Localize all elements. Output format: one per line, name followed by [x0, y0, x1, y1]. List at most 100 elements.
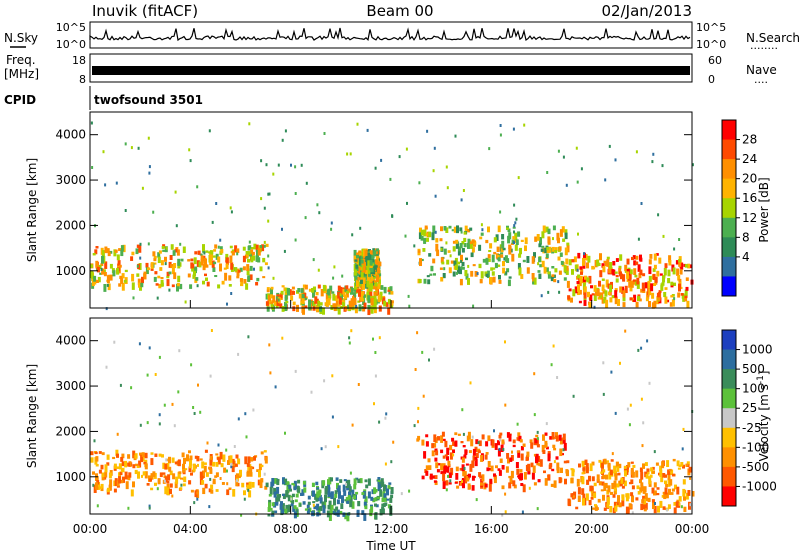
heat-cell	[109, 479, 113, 487]
heat-cell	[553, 278, 557, 283]
heat-cell	[280, 501, 283, 505]
heat-cell	[565, 265, 569, 271]
heat-cell	[372, 337, 374, 341]
heat-cell	[488, 250, 492, 253]
heat-cell	[457, 261, 461, 265]
heat-cell	[374, 259, 378, 265]
heat-cell	[513, 241, 515, 245]
heat-cell	[456, 225, 459, 234]
heat-cell	[538, 463, 541, 467]
heat-cell	[315, 292, 319, 296]
heat-cell	[514, 221, 517, 225]
heat-cell	[509, 457, 513, 462]
heat-cell	[609, 267, 613, 275]
heat-cell	[423, 278, 427, 284]
heat-cell	[355, 304, 358, 308]
heat-cell	[432, 169, 435, 173]
heat-cell	[196, 260, 200, 267]
heat-cell	[471, 485, 475, 491]
heat-cell	[496, 254, 500, 258]
heat-cell	[662, 234, 665, 238]
heat-cell	[459, 243, 463, 249]
heat-cell	[212, 461, 216, 467]
heat-cell	[636, 277, 640, 285]
heat-cell	[287, 288, 290, 296]
heat-cell	[520, 446, 524, 451]
heat-cell	[310, 390, 313, 394]
heat-cell	[253, 243, 257, 250]
heat-cell	[479, 278, 483, 284]
heat-cell	[597, 498, 601, 503]
heat-cell	[173, 272, 177, 280]
heat-cell	[464, 475, 468, 484]
heat-cell	[544, 440, 548, 448]
heat-cell	[280, 290, 284, 295]
heat-cell	[621, 485, 625, 489]
heat-cell	[374, 269, 378, 276]
heat-cell	[663, 268, 667, 276]
heat-cell	[206, 441, 209, 445]
heat-cell	[162, 249, 166, 252]
heat-cell	[210, 484, 214, 490]
freq-tick-top: 18	[72, 54, 86, 67]
heat-cell	[392, 440, 395, 444]
heat-cell	[272, 276, 275, 280]
heat-cell	[372, 259, 376, 267]
heat-cell	[216, 457, 220, 460]
heat-cell	[534, 438, 538, 444]
heat-cell	[229, 255, 233, 264]
heat-cell	[431, 232, 435, 241]
heat-cell	[624, 264, 628, 272]
heat-cell	[633, 294, 637, 303]
heat-cell	[351, 299, 355, 307]
heat-cell	[428, 465, 432, 470]
heat-cell	[645, 473, 649, 479]
heat-cell	[372, 498, 376, 503]
heat-cell	[538, 273, 542, 279]
heat-cell	[515, 239, 519, 246]
heat-cell	[529, 439, 533, 444]
heat-cell	[367, 253, 370, 259]
heat-cell	[607, 283, 611, 289]
heat-cell	[603, 458, 607, 465]
heat-cell	[468, 473, 471, 478]
heat-cell	[270, 302, 274, 308]
heat-cell	[469, 227, 473, 231]
heat-cell	[197, 463, 199, 467]
heat-cell	[648, 477, 652, 485]
heat-cell	[135, 248, 139, 255]
heat-cell	[612, 261, 616, 266]
heat-cell	[554, 268, 558, 273]
heat-cell	[480, 482, 483, 486]
heat-cell	[407, 294, 410, 298]
heat-cell	[467, 264, 470, 268]
heat-cell	[137, 471, 140, 479]
colorbar-swatch	[722, 237, 736, 258]
heat-cell	[168, 466, 172, 472]
heat-cell	[581, 460, 585, 467]
heat-cell	[387, 307, 391, 315]
heat-cell	[112, 270, 116, 277]
heat-cell	[300, 163, 303, 167]
heat-cell	[421, 350, 424, 354]
heat-cell	[390, 300, 394, 304]
heat-cell	[504, 510, 507, 514]
heat-cell	[517, 231, 521, 237]
heat-cell	[261, 244, 265, 252]
heat-cell	[291, 500, 295, 504]
heat-cell	[335, 477, 339, 481]
heat-cell	[502, 448, 505, 451]
heat-cell	[202, 249, 206, 253]
heat-cell	[666, 508, 669, 512]
heat-cell	[211, 220, 214, 224]
heat-cell	[267, 219, 270, 223]
heat-cell	[493, 429, 495, 433]
heat-cell	[312, 501, 316, 504]
heat-cell	[512, 439, 516, 444]
heat-cell	[439, 238, 443, 242]
heat-cell	[462, 484, 465, 489]
heat-cell	[374, 374, 377, 378]
heat-cell	[390, 487, 394, 494]
heat-cell	[678, 464, 682, 468]
heat-cell	[317, 490, 321, 497]
